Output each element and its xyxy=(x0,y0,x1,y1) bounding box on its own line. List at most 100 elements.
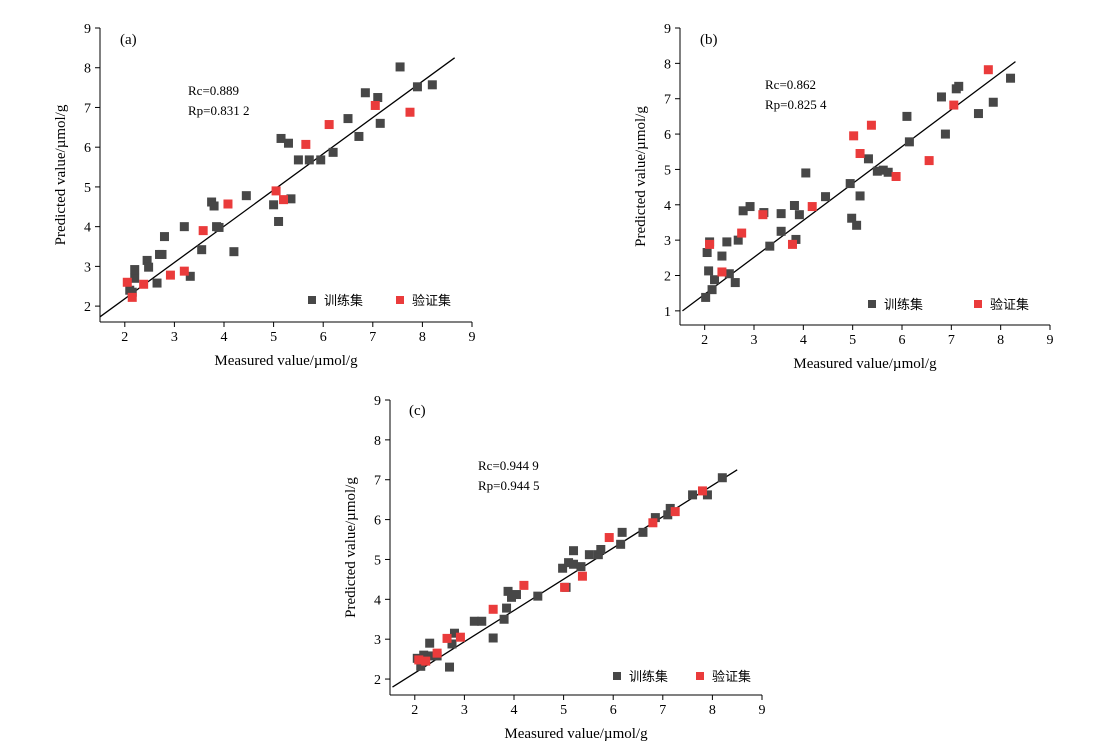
validation-point xyxy=(279,195,289,205)
train-point xyxy=(343,114,353,124)
validation-point xyxy=(604,533,614,543)
y-tick-label: 9 xyxy=(664,22,671,37)
validation-point xyxy=(737,228,747,238)
validation-point xyxy=(577,571,587,581)
y-axis-title: Predicted value/µmol/g xyxy=(53,104,69,245)
validation-point xyxy=(849,131,859,141)
x-tick-label: 6 xyxy=(610,703,617,718)
x-tick-label: 2 xyxy=(121,330,128,345)
validation-point xyxy=(983,65,993,75)
train-point xyxy=(499,614,509,624)
train-point xyxy=(130,265,140,275)
train-point xyxy=(791,234,801,244)
train-point xyxy=(878,165,888,175)
train-point xyxy=(776,209,786,219)
train-point xyxy=(704,266,714,276)
train-point xyxy=(373,93,383,103)
x-tick-label: 7 xyxy=(369,330,376,345)
train-point xyxy=(214,222,224,232)
train-point xyxy=(283,138,293,148)
train-point xyxy=(688,490,698,500)
train-point xyxy=(883,167,893,177)
x-tick-label: 2 xyxy=(411,703,418,718)
validation-point xyxy=(223,199,233,209)
train-point xyxy=(852,220,862,230)
panel-label: (c) xyxy=(409,403,426,419)
y-tick-label: 6 xyxy=(374,514,381,529)
train-point xyxy=(936,92,946,102)
y-tick-label: 4 xyxy=(84,221,91,236)
y-tick-label: 6 xyxy=(84,141,91,156)
train-point xyxy=(360,88,370,98)
train-point xyxy=(738,206,748,216)
x-tick-label: 3 xyxy=(171,330,178,345)
x-tick-label: 2 xyxy=(701,333,708,348)
train-point xyxy=(157,249,167,259)
validation-point xyxy=(370,100,380,110)
train-point xyxy=(241,191,251,201)
x-tick-label: 5 xyxy=(270,330,277,345)
train-point xyxy=(730,278,740,288)
validation-point xyxy=(432,648,442,658)
train-point xyxy=(702,248,712,258)
train-point xyxy=(197,245,207,255)
legend-train-label: 训练集 xyxy=(629,669,668,685)
train-point xyxy=(179,222,189,232)
train-point xyxy=(185,271,195,281)
legend-validation-marker xyxy=(396,296,404,304)
validation-point xyxy=(866,120,876,130)
y-tick-label: 1 xyxy=(664,305,671,320)
train-point xyxy=(847,213,857,223)
train-point xyxy=(596,544,606,554)
train-point xyxy=(569,559,579,569)
validation-point xyxy=(179,266,189,276)
validation-point xyxy=(405,107,415,117)
validation-point xyxy=(670,507,680,517)
train-point xyxy=(650,513,660,523)
train-point xyxy=(142,255,152,265)
train-point xyxy=(209,201,219,211)
train-point xyxy=(801,168,811,178)
train-point xyxy=(710,275,720,285)
train-point xyxy=(328,147,338,157)
train-point xyxy=(765,241,775,251)
validation-point xyxy=(924,156,934,166)
validation-point xyxy=(697,486,707,496)
x-tick-label: 9 xyxy=(759,703,766,718)
train-point xyxy=(447,639,457,649)
validation-point xyxy=(165,270,175,280)
y-tick-label: 5 xyxy=(84,181,91,196)
x-tick-label: 4 xyxy=(800,333,807,348)
y-tick-label: 5 xyxy=(374,553,381,568)
train-point xyxy=(419,650,429,660)
train-point xyxy=(872,166,882,176)
validation-point xyxy=(949,100,959,110)
validation-point xyxy=(519,580,529,590)
stat-rp: Rp=0.944 5 xyxy=(478,478,540,493)
train-point xyxy=(564,558,574,568)
y-tick-label: 8 xyxy=(374,434,381,449)
x-tick-label: 5 xyxy=(560,703,567,718)
validation-point xyxy=(807,202,817,212)
train-point xyxy=(533,591,543,601)
train-point xyxy=(269,200,279,210)
train-point xyxy=(449,628,459,638)
y-tick-label: 5 xyxy=(664,163,671,178)
panel-label: (a) xyxy=(120,32,137,48)
train-point xyxy=(569,546,579,556)
x-tick-label: 5 xyxy=(849,333,856,348)
stat-rc: Rc=0.944 9 xyxy=(478,458,539,473)
train-point xyxy=(507,592,517,602)
y-tick-label: 8 xyxy=(664,57,671,72)
legend-validation-marker xyxy=(696,672,704,680)
x-axis-title: Measured value/µmol/g xyxy=(504,726,648,742)
x-tick-label: 7 xyxy=(948,333,955,348)
validation-point xyxy=(139,279,149,289)
train-point xyxy=(229,247,239,257)
train-point xyxy=(702,490,712,500)
train-point xyxy=(416,661,426,671)
train-point xyxy=(954,81,964,91)
y-tick-label: 6 xyxy=(664,128,671,143)
y-axis-title: Predicted value/µmol/g xyxy=(343,477,359,618)
